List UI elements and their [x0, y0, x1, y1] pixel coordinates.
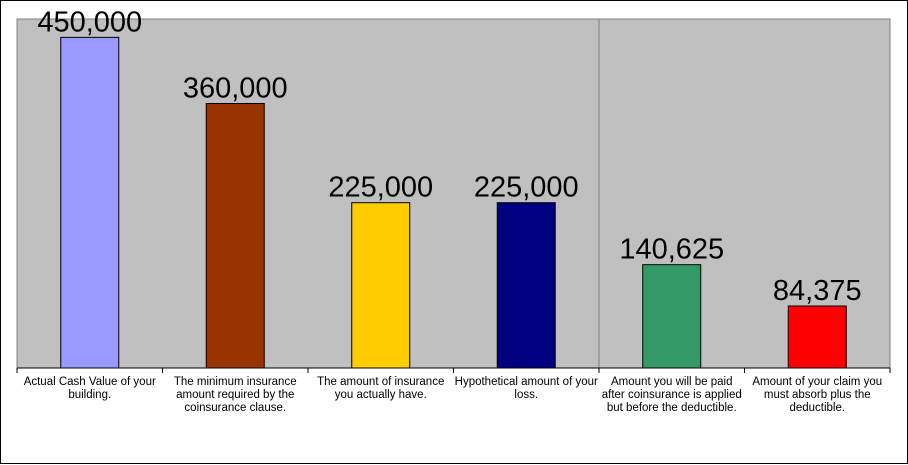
plot-area — [16, 18, 891, 369]
bar-6 — [787, 305, 847, 369]
category-label: Hypothetical amount of your loss. — [454, 376, 598, 401]
bar-value-label: 450,000 — [37, 6, 142, 38]
bar-value-label: 84,375 — [773, 275, 862, 307]
category-label: The amount of insurance you actually hav… — [317, 376, 445, 401]
bar-value-label: 360,000 — [183, 72, 288, 104]
bar-5 — [642, 264, 702, 369]
bar-value-label: 225,000 — [474, 172, 579, 204]
bar-3 — [351, 202, 411, 369]
bar-1 — [60, 36, 120, 369]
category-label: The minimum insurance amount required by… — [173, 376, 297, 414]
bar-value-label: 140,625 — [619, 234, 724, 266]
bar-4 — [496, 202, 556, 369]
category-label: Amount you will be paid after coinsuranc… — [601, 376, 742, 414]
bar-value-label: 225,000 — [328, 172, 433, 204]
category-label: Amount of your claim you must absorb plu… — [752, 376, 883, 414]
category-label: Actual Cash Value of your building. — [23, 376, 156, 401]
bar-2 — [205, 102, 265, 369]
